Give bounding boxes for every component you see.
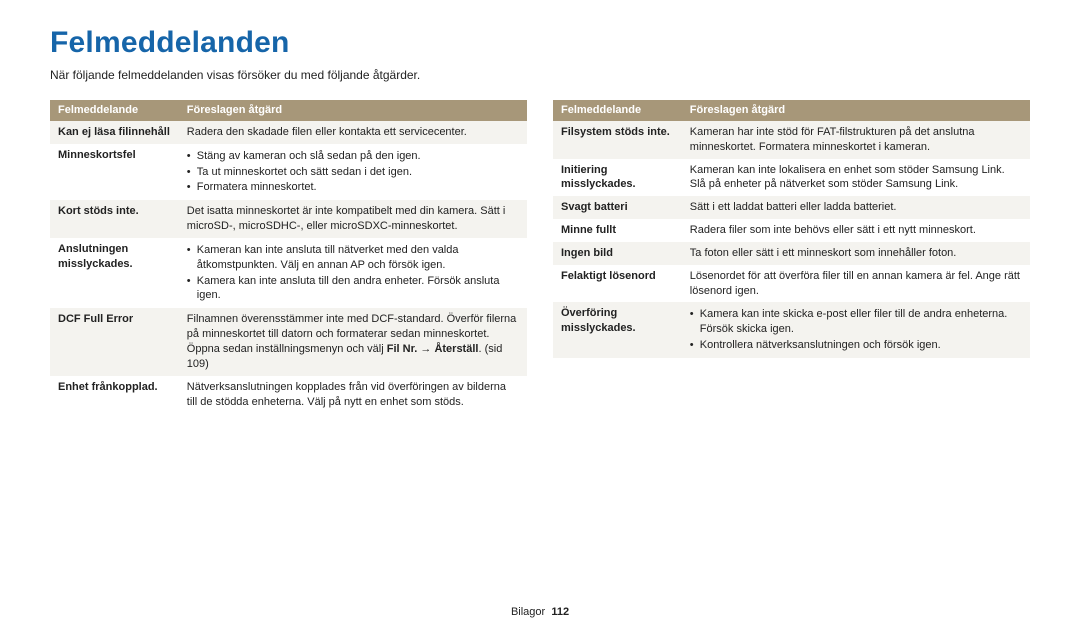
- bold-text: Återställ: [434, 343, 478, 355]
- error-action: Stäng av kameran och slå sedan på den ig…: [179, 144, 527, 201]
- error-action: Radera filer som inte behövs eller sätt …: [682, 219, 1030, 242]
- error-label: Kan ej läsa filinnehåll: [50, 121, 179, 144]
- table-row: Minne fulltRadera filer som inte behövs …: [553, 219, 1030, 242]
- error-action: Det isatta minneskortet är inte kompatib…: [179, 200, 527, 238]
- table-row: Kort stöds inte.Det isatta minneskortet …: [50, 200, 527, 238]
- table-row: Enhet frånkopplad.Nätverksanslutningen k…: [50, 376, 527, 414]
- error-label: Anslutningen misslyckades.: [50, 238, 179, 308]
- table-header-message: Felmeddelande: [553, 100, 682, 121]
- two-column-layout: Felmeddelande Föreslagen åtgärd Kan ej l…: [50, 100, 1030, 413]
- table-row: Kan ej läsa filinnehållRadera den skadad…: [50, 121, 527, 144]
- error-action: Sätt i ett laddat batteri eller ladda ba…: [682, 196, 1030, 219]
- table-row: Filsystem stöds inte.Kameran har inte st…: [553, 121, 1030, 159]
- error-label: Ingen bild: [553, 242, 682, 265]
- arrow-icon: →: [417, 343, 434, 355]
- error-action: Ta foton eller sätt i ett minneskort som…: [682, 242, 1030, 265]
- error-table-left: Felmeddelande Föreslagen åtgärd Kan ej l…: [50, 100, 527, 413]
- error-label: DCF Full Error: [50, 308, 179, 375]
- error-action: Lösenordet för att överföra filer till e…: [682, 265, 1030, 303]
- error-action: Radera den skadade filen eller kontakta …: [179, 121, 527, 144]
- action-bullet: Ta ut minneskortet och sätt sedan i det …: [187, 165, 519, 180]
- page-title: Felmeddelanden: [50, 26, 1030, 60]
- action-bullet: Kontrollera nätverksanslutningen och för…: [690, 338, 1022, 353]
- footer-section: Bilagor: [511, 606, 545, 618]
- action-bullet: Kamera kan inte skicka e-post eller file…: [690, 307, 1022, 337]
- table-header-action: Föreslagen åtgärd: [179, 100, 527, 121]
- table-row: Ingen bildTa foton eller sätt i ett minn…: [553, 242, 1030, 265]
- table-row: Svagt batteriSätt i ett laddat batteri e…: [553, 196, 1030, 219]
- error-label: Filsystem stöds inte.: [553, 121, 682, 159]
- error-label: Minne fullt: [553, 219, 682, 242]
- table-row: Överföring misslyckades. Kamera kan inte …: [553, 302, 1030, 358]
- action-bullet: Kameran kan inte ansluta till nätverket …: [187, 243, 519, 273]
- table-row: Initiering misslyckades.Kameran kan inte…: [553, 159, 1030, 197]
- error-label: Överföring misslyckades.: [553, 302, 682, 358]
- table-row: Felaktigt lösenordLösenordet för att öve…: [553, 265, 1030, 303]
- action-bullet-list: Kamera kan inte skicka e-post eller file…: [690, 307, 1022, 353]
- error-label: Felaktigt lösenord: [553, 265, 682, 303]
- error-action: Filnamnen överensstämmer inte med DCF-st…: [179, 308, 527, 375]
- footer-page-number: 112: [551, 606, 569, 618]
- table-header-action: Föreslagen åtgärd: [682, 100, 1030, 121]
- error-action: Kamera kan inte skicka e-post eller file…: [682, 302, 1030, 358]
- action-bullet: Kamera kan inte ansluta till den andra e…: [187, 274, 519, 304]
- table-row: Minneskortsfel Stäng av kameran och slå s…: [50, 144, 527, 201]
- action-bullet-list: Kameran kan inte ansluta till nätverket …: [187, 243, 519, 303]
- action-bullet: Formatera minneskortet.: [187, 180, 519, 195]
- document-page: Felmeddelanden När följande felmeddeland…: [0, 0, 1080, 413]
- action-bullet: Stäng av kameran och slå sedan på den ig…: [187, 149, 519, 164]
- error-action: Kameran har inte stöd för FAT-filstruktu…: [682, 121, 1030, 159]
- right-column: Felmeddelande Föreslagen åtgärd Filsyste…: [553, 100, 1030, 413]
- action-bullet-list: Stäng av kameran och slå sedan på den ig…: [187, 149, 519, 196]
- error-label: Kort stöds inte.: [50, 200, 179, 238]
- error-label: Minneskortsfel: [50, 144, 179, 201]
- error-action: Nätverksanslutningen kopplades från vid …: [179, 376, 527, 414]
- error-action: Kameran kan inte ansluta till nätverket …: [179, 238, 527, 308]
- error-action: Kameran kan inte lokalisera en enhet som…: [682, 159, 1030, 197]
- left-column: Felmeddelande Föreslagen åtgärd Kan ej l…: [50, 100, 527, 413]
- error-label: Initiering misslyckades.: [553, 159, 682, 197]
- error-label: Svagt batteri: [553, 196, 682, 219]
- intro-text: När följande felmeddelanden visas försök…: [50, 68, 1030, 82]
- table-row: Anslutningen misslyckades. Kameran kan in…: [50, 238, 527, 308]
- page-footer: Bilagor 112: [0, 606, 1080, 618]
- table-row: DCF Full ErrorFilnamnen överensstämmer i…: [50, 308, 527, 375]
- error-table-right: Felmeddelande Föreslagen åtgärd Filsyste…: [553, 100, 1030, 358]
- table-header-message: Felmeddelande: [50, 100, 179, 121]
- error-label: Enhet frånkopplad.: [50, 376, 179, 414]
- bold-text: Fil Nr.: [387, 343, 418, 355]
